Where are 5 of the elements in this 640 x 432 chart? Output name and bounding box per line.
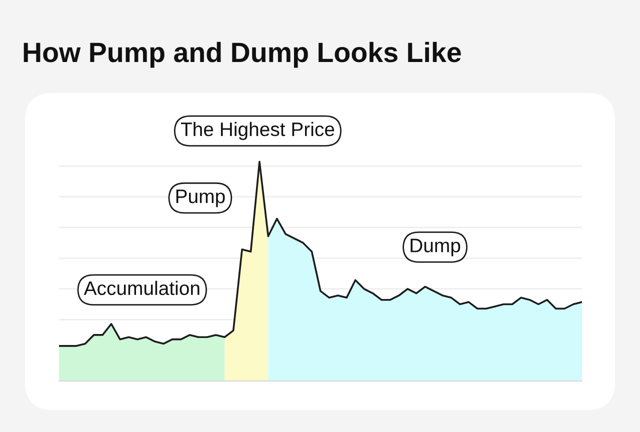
series-label: Pump	[176, 190, 225, 208]
text: The Highest Price	[180, 122, 334, 140]
text: Accumulation	[84, 280, 200, 296]
chart-title: How Pump and Dump Looks Like	[24, 42, 461, 68]
series-label: Dump	[410, 238, 460, 256]
